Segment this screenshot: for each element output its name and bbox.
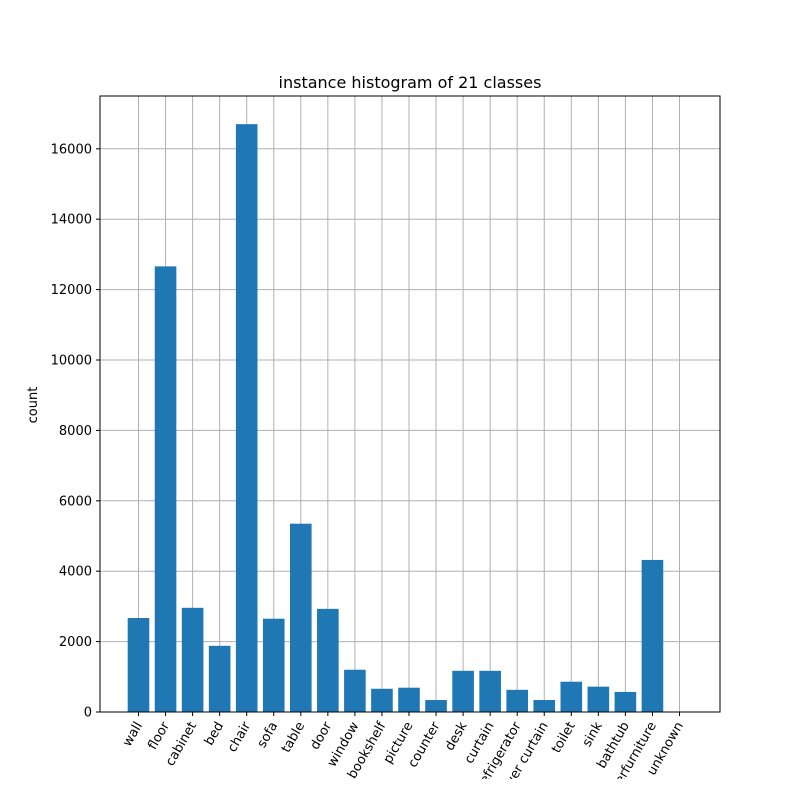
y-tick-label: 12000 (51, 283, 92, 298)
bar-sofa (262, 618, 285, 712)
bar-otherfurniture (641, 559, 664, 712)
y-tick-label: 16000 (51, 142, 92, 157)
y-axis: 0 2000 4000 6000 8000 10000 12000 14000 16000 (51, 142, 100, 721)
bar-picture (398, 687, 420, 712)
y-tick-label: 6000 (59, 494, 92, 509)
bar-door (317, 608, 339, 712)
chart-title: instance histogram of 21 classes (279, 73, 542, 92)
y-tick-label: 8000 (59, 424, 92, 439)
bar-wall (127, 618, 150, 712)
bar-toilet (560, 681, 583, 712)
y-tick-label: 10000 (51, 354, 92, 369)
bar-window (344, 669, 366, 712)
bar-floor (154, 266, 177, 712)
y-tick-label: 2000 (59, 635, 92, 650)
bar-bookshelf (371, 688, 393, 712)
bar-refrigerator (506, 689, 528, 712)
y-axis-label: count (26, 387, 41, 424)
bar-bathtub (614, 691, 637, 712)
x-tick-label: table (279, 720, 308, 756)
x-tick-label: sink (580, 719, 606, 750)
x-tick-label: desk (442, 719, 471, 753)
y-tick-label: 4000 (59, 565, 92, 580)
bar-cabinet (181, 607, 204, 712)
bar-bed (208, 645, 231, 712)
grid-layer (100, 96, 720, 713)
x-tick-label: door (308, 719, 336, 753)
y-tick-label: 14000 (51, 213, 92, 228)
bar-chair (235, 124, 258, 712)
bar-shower-curtain (533, 700, 556, 712)
bar-curtain (479, 670, 501, 712)
bar-table (290, 523, 312, 712)
x-tick-label: wall (120, 720, 146, 750)
x-tick-label: bed (202, 720, 227, 749)
bar-counter (425, 700, 447, 712)
bars-layer (127, 124, 664, 712)
x-tick-label: toilet (549, 720, 579, 756)
bar-desk (452, 670, 474, 712)
plot-frame (99, 95, 721, 713)
x-tick-label: floor (145, 719, 173, 753)
bar-sink (587, 686, 610, 712)
x-tick-label: chair (225, 719, 254, 755)
y-tick-label: 0 (84, 706, 92, 721)
x-tick-label: sofa (255, 720, 282, 751)
